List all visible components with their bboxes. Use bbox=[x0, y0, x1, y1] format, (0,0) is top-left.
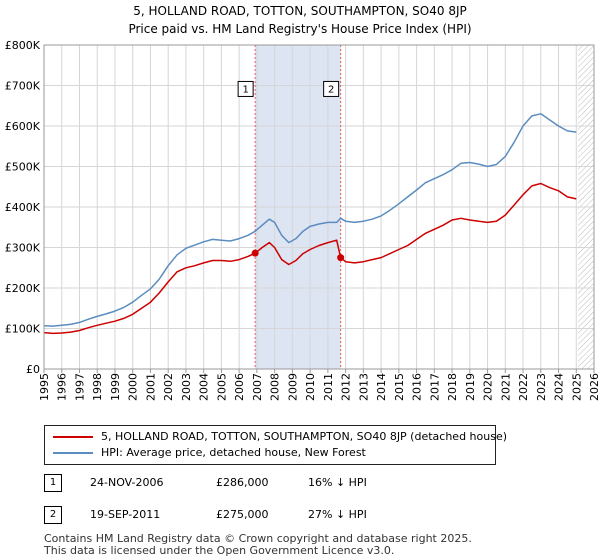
x-tick-label: 2015 bbox=[393, 373, 406, 401]
x-tick-label: 2026 bbox=[588, 373, 600, 401]
x-tick-label: 2021 bbox=[499, 373, 512, 401]
x-tick-label: 1999 bbox=[109, 373, 122, 401]
sale-date: 24-NOV-2006 bbox=[90, 476, 164, 489]
chart-title: 5, HOLLAND ROAD, TOTTON, SOUTHAMPTON, SO… bbox=[133, 4, 467, 18]
hpi-line bbox=[44, 113, 577, 327]
y-tick-label: £700K bbox=[5, 80, 41, 93]
sale-label-box bbox=[323, 80, 340, 97]
sale-number-badge: 2 bbox=[44, 506, 62, 524]
y-tick-label: £600K bbox=[5, 120, 41, 133]
sale-label-box bbox=[237, 80, 254, 97]
x-tick-label: 2004 bbox=[198, 373, 211, 401]
x-tick-label: 2001 bbox=[144, 373, 157, 401]
legend-item-property: 5, HOLLAND ROAD, TOTTON, SOUTHAMPTON, SO… bbox=[53, 430, 507, 446]
sale-price: £286,000 bbox=[216, 476, 269, 489]
x-tick-label: 2023 bbox=[535, 373, 548, 401]
x-tick-label: 2011 bbox=[322, 373, 335, 401]
y-tick-label: £300K bbox=[5, 242, 41, 255]
hpi-line-swatch bbox=[53, 452, 93, 454]
x-tick-label: 2025 bbox=[570, 373, 583, 401]
x-tick-label: 1997 bbox=[73, 373, 86, 401]
x-tick-label: 2020 bbox=[482, 373, 495, 401]
sale-point bbox=[251, 249, 259, 257]
x-tick-label: 2002 bbox=[162, 373, 175, 401]
property-price-line bbox=[44, 182, 577, 335]
legend-property-label: 5, HOLLAND ROAD, TOTTON, SOUTHAMPTON, SO… bbox=[101, 430, 508, 443]
x-tick-label: 2003 bbox=[180, 373, 193, 401]
property-line-swatch bbox=[53, 436, 93, 438]
x-tick-label: 2006 bbox=[233, 373, 246, 401]
footer-license: This data is licensed under the Open Gov… bbox=[44, 544, 395, 557]
x-tick-label: 2014 bbox=[375, 373, 388, 401]
x-tick-label: 2024 bbox=[553, 373, 566, 401]
y-tick-label: £800K bbox=[5, 39, 41, 52]
legend: 5, HOLLAND ROAD, TOTTON, SOUTHAMPTON, SO… bbox=[44, 425, 507, 465]
sale-label-text: 2 bbox=[328, 84, 334, 95]
sale-price: £275,000 bbox=[216, 508, 269, 521]
x-tick-label: 1996 bbox=[56, 373, 69, 401]
y-tick-label: £500K bbox=[5, 161, 41, 174]
x-tick-label: 2000 bbox=[127, 373, 140, 401]
y-tick-label: £100K bbox=[5, 323, 41, 336]
y-tick-label: £200K bbox=[5, 282, 41, 295]
y-tick-label: £400K bbox=[5, 201, 41, 214]
x-tick-label: 1995 bbox=[38, 373, 51, 401]
x-tick-label: 1998 bbox=[91, 373, 104, 401]
x-tick-label: 2009 bbox=[286, 373, 299, 401]
sale-number-badge: 1 bbox=[44, 474, 62, 492]
x-tick-label: 2022 bbox=[517, 373, 530, 401]
sale-hpi-diff: 27% ↓ HPI bbox=[308, 508, 367, 521]
footer-copyright: Contains HM Land Registry data © Crown c… bbox=[44, 532, 472, 545]
chart-subtitle: Price paid vs. HM Land Registry's House … bbox=[128, 22, 472, 36]
y-tick-label: £0 bbox=[26, 363, 40, 376]
x-tick-label: 2018 bbox=[446, 373, 459, 401]
x-tick-label: 2017 bbox=[428, 373, 441, 401]
sale-label-text: 1 bbox=[242, 84, 248, 95]
legend-hpi-label: HPI: Average price, detached house, New … bbox=[101, 446, 366, 459]
plot-frame bbox=[43, 44, 595, 370]
legend-item-hpi: HPI: Average price, detached house, New … bbox=[53, 446, 366, 462]
x-tick-label: 2016 bbox=[411, 373, 424, 401]
sale-hpi-diff: 16% ↓ HPI bbox=[308, 476, 367, 489]
x-tick-label: 2007 bbox=[251, 373, 264, 401]
x-tick-label: 2005 bbox=[215, 373, 228, 401]
price-chart: 1 2 £0 £100K £200K £300K £400K £500K £600K £700K £… bbox=[5, 39, 600, 401]
x-tick-label: 2008 bbox=[269, 373, 282, 401]
x-tick-label: 2010 bbox=[304, 373, 317, 401]
x-tick-label: 2019 bbox=[464, 373, 477, 401]
sale-date: 19-SEP-2011 bbox=[90, 508, 161, 521]
x-tick-label: 2013 bbox=[357, 373, 370, 401]
sale-point bbox=[337, 254, 345, 262]
x-tick-label: 2012 bbox=[340, 373, 353, 401]
